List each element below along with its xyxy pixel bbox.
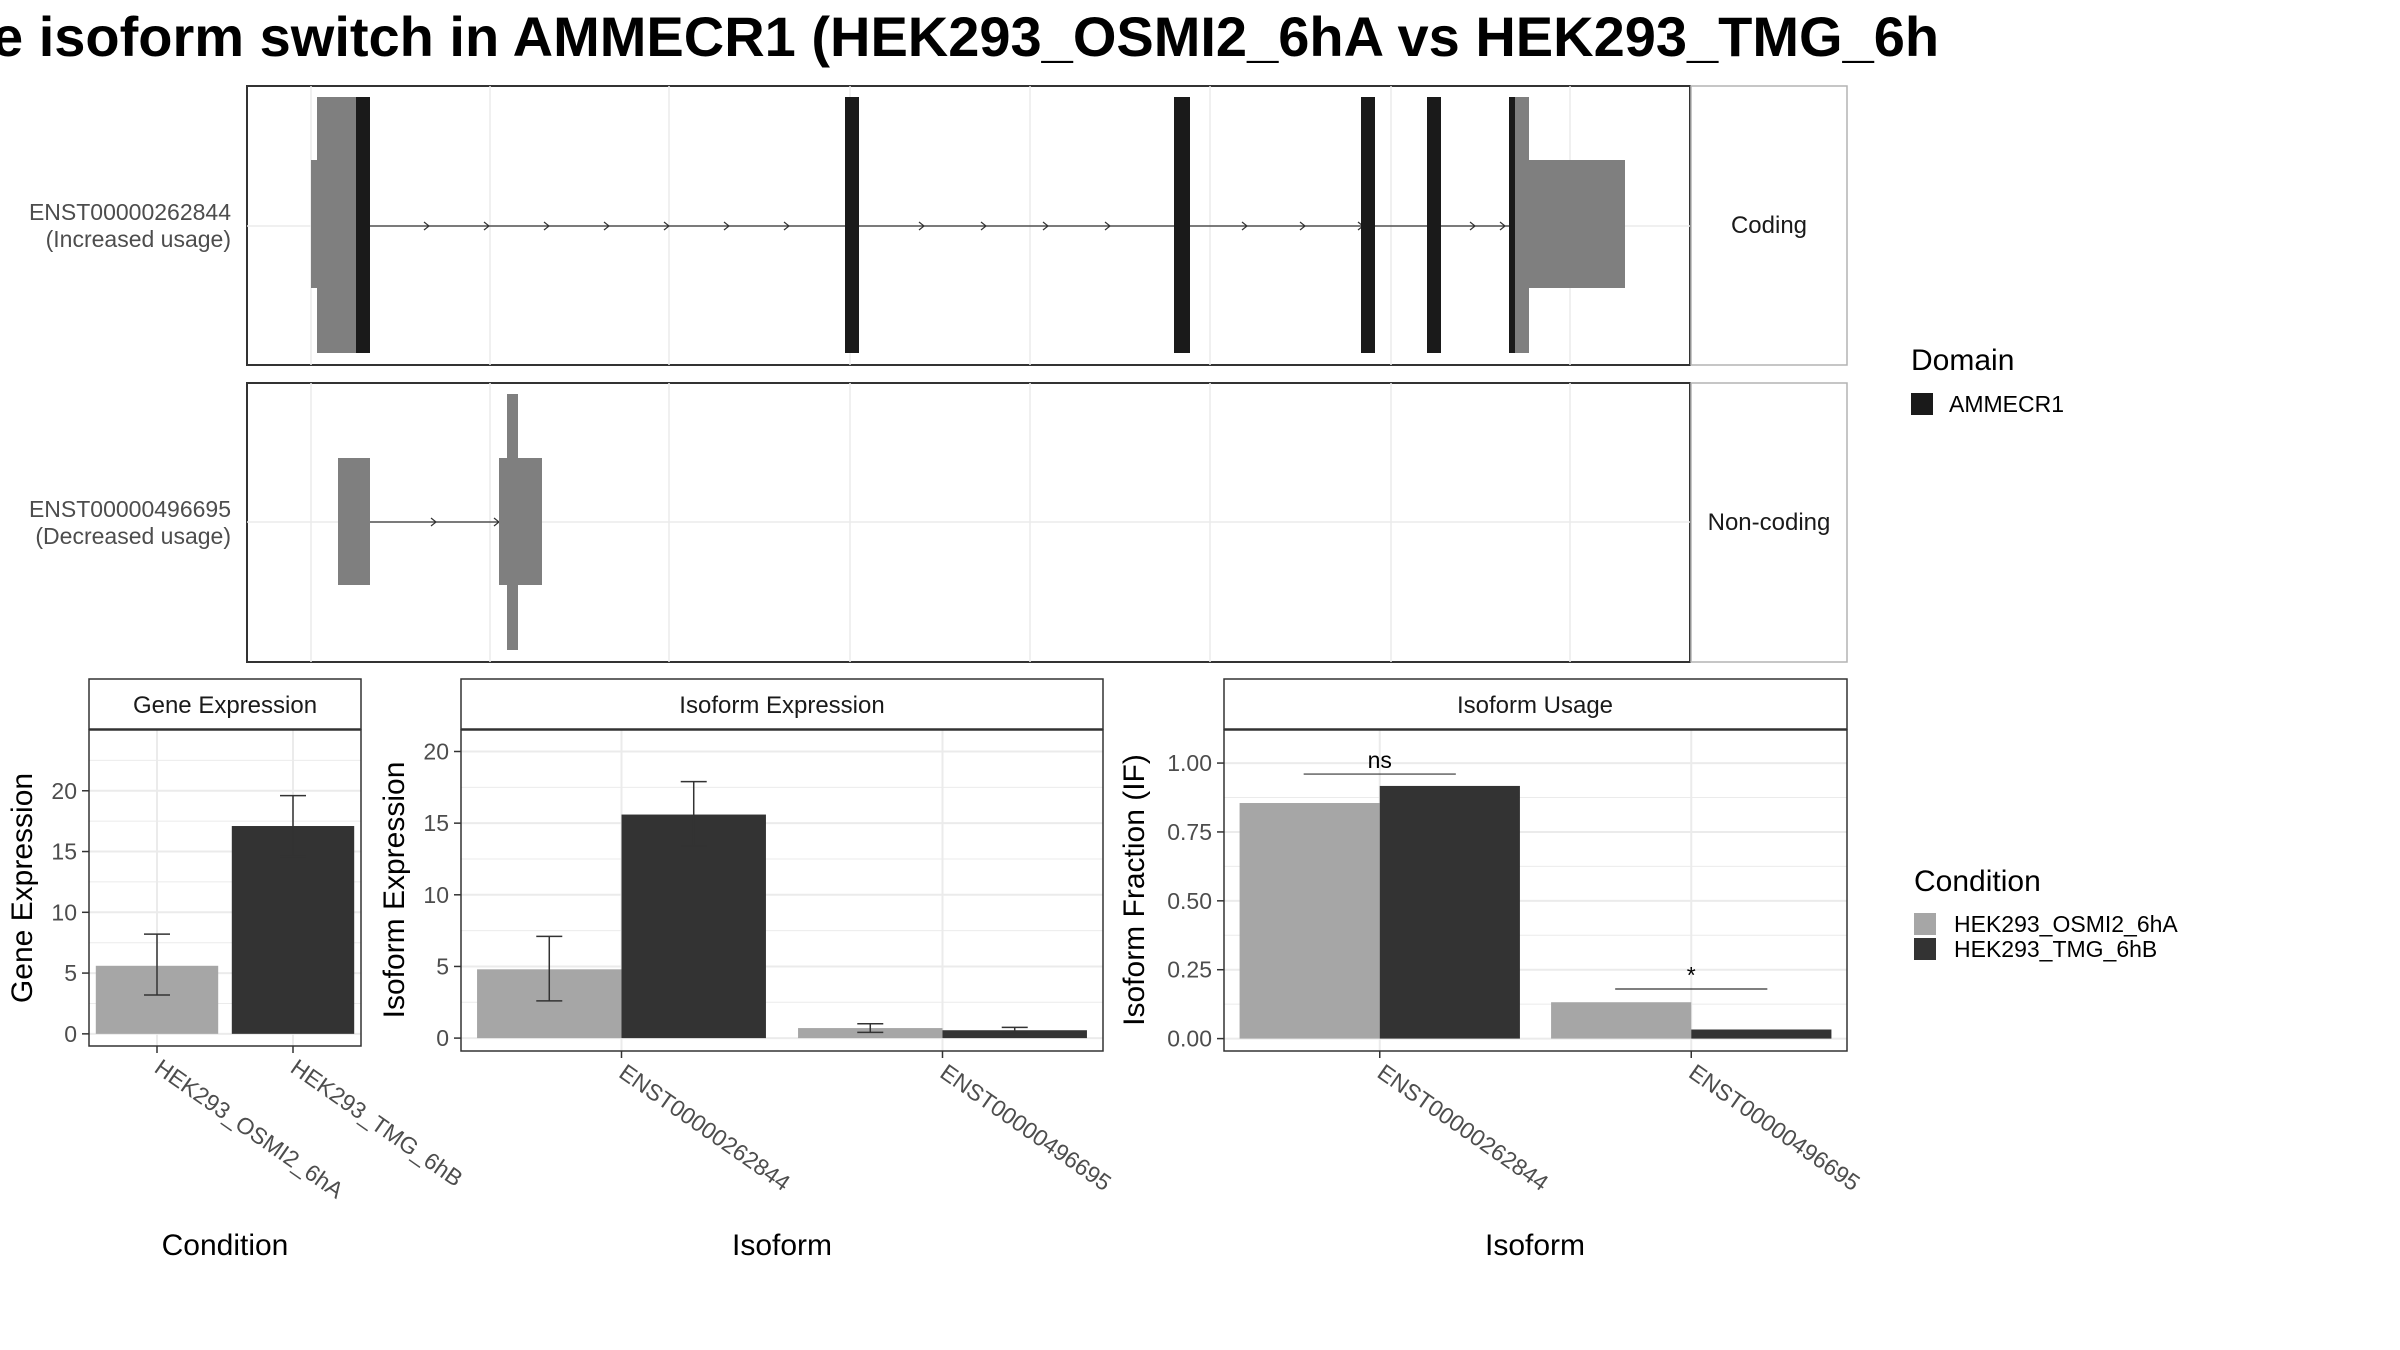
y-tick-label: 1.00	[1167, 750, 1212, 776]
domain-exon	[1427, 97, 1441, 353]
strip-gene-expression	[88, 678, 362, 730]
isoform-usage-chart: Isoform Usage ns * 0.00 0.25 0.50 0.75 1.00 E…	[1118, 678, 1865, 1262]
domain-legend-title: Domain	[1911, 344, 2014, 377]
structure-track-2: Non-coding ENST00000496695 (Decreased us…	[29, 382, 1848, 663]
y-tick-label: 0	[64, 1021, 77, 1047]
utr-exon	[311, 160, 318, 288]
significance-label: *	[1687, 962, 1696, 988]
domain-exon	[1361, 97, 1375, 353]
strip-label: Gene Expression	[133, 692, 317, 719]
y-tick-label: 10	[423, 882, 449, 908]
panel-border	[88, 729, 362, 1047]
exon-block	[499, 458, 542, 585]
strip-label-coding: Coding	[1731, 212, 1807, 239]
x-tick-label: ENST00000496695	[1684, 1059, 1864, 1196]
domain-exon	[845, 97, 859, 353]
panel-border	[460, 729, 1104, 1052]
strip-label-noncoding: Non-coding	[1708, 509, 1831, 536]
domain-legend-label: AMMECR1	[1949, 391, 2064, 417]
track-label-2: ENST00000496695	[29, 496, 231, 522]
y-tick-label: 20	[423, 738, 449, 764]
x-axis-title: Isoform	[732, 1229, 832, 1262]
bars	[95, 794, 355, 1034]
y-tick-label: 0.75	[1167, 819, 1212, 845]
x-tick-label: ENST00000496695	[936, 1059, 1116, 1196]
bar	[1239, 803, 1380, 1039]
y-tick-label: 0.50	[1167, 888, 1212, 914]
condition-legend-label-a: HEK293_OSMI2_6hA	[1954, 911, 2178, 937]
exon-block	[338, 458, 370, 585]
x-axis: ENST00000262844 ENST00000496695	[615, 1051, 1116, 1196]
structure-track-1: Coding ENST00000262844 (Increased usage)	[29, 85, 1848, 366]
y-tick-label: 20	[51, 778, 77, 804]
x-axis-title: Condition	[162, 1229, 289, 1262]
figure-title: e isoform switch in AMMECR1 (HEK293_OSMI…	[0, 5, 1939, 68]
y-tick-label: 15	[423, 810, 449, 836]
y-axis: 0.00 0.25 0.50 0.75 1.00	[1167, 750, 1224, 1052]
y-tick-label: 10	[51, 899, 77, 925]
gene-expression-chart: Gene Expression 0 5 10 15 20 HEK293_OSMI2_6h…	[6, 678, 468, 1262]
track-sublabel-2: (Decreased usage)	[35, 523, 231, 549]
bars: ns *	[1239, 747, 1832, 1039]
condition-legend-key-b	[1914, 938, 1936, 960]
strip-label: Isoform Usage	[1457, 692, 1613, 719]
y-tick-label: 5	[436, 953, 449, 979]
isoform-expression-chart: Isoform Expression 0 5 10 15 20 ENST00000262…	[378, 678, 1116, 1262]
x-axis-title: Isoform	[1485, 1229, 1585, 1262]
domain-exon	[1509, 97, 1515, 353]
domain-legend-key	[1911, 393, 1933, 415]
y-axis-title: Isoform Fraction (IF)	[1118, 754, 1151, 1026]
bars	[477, 780, 1087, 1039]
panel-border	[1223, 729, 1848, 1052]
strip-1	[1690, 85, 1848, 366]
intron-arrows-1	[423, 221, 1506, 231]
condition-legend-key-a	[1914, 913, 1936, 935]
y-tick-label: 0.25	[1167, 957, 1212, 983]
y-tick-label: 5	[64, 960, 77, 986]
condition-legend: Condition HEK293_OSMI2_6hA HEK293_TMG_6h…	[1914, 865, 2178, 962]
x-tick-label: ENST00000262844	[615, 1059, 796, 1196]
exon-block	[507, 394, 518, 650]
domain-legend: Domain AMMECR1	[1911, 344, 2064, 417]
bar	[1551, 1002, 1692, 1039]
track-sublabel-1: (Increased usage)	[46, 226, 231, 252]
significance-label: ns	[1368, 747, 1392, 773]
strip-2	[1690, 382, 1848, 663]
track-label-1: ENST00000262844	[29, 199, 231, 225]
y-tick-label: 0.00	[1167, 1026, 1212, 1052]
y-tick-label: 0	[436, 1025, 449, 1051]
strip-isoform-usage	[1223, 678, 1848, 730]
y-axis-title: Gene Expression	[6, 773, 39, 1003]
bar	[231, 826, 355, 1034]
condition-legend-title: Condition	[1914, 865, 2041, 898]
bar	[942, 1030, 1087, 1039]
strip-label: Isoform Expression	[679, 692, 884, 719]
y-tick-label: 15	[51, 839, 77, 865]
bar	[621, 814, 766, 1039]
bar	[1379, 785, 1520, 1039]
bar	[1691, 1029, 1832, 1039]
domain-exon	[356, 97, 370, 353]
strip-isoform-expression	[460, 678, 1104, 730]
y-axis-title: Isoform Expression	[378, 762, 411, 1019]
condition-legend-label-b: HEK293_TMG_6hB	[1954, 936, 2157, 962]
intron-arrow	[430, 517, 437, 527]
domain-exon	[1174, 97, 1190, 353]
x-tick-label: ENST00000262844	[1373, 1059, 1554, 1196]
y-axis: 0 5 10 15 20	[423, 738, 461, 1051]
y-axis: 0 5 10 15 20	[51, 778, 89, 1047]
exon-block	[317, 97, 357, 353]
utr-exon	[1529, 160, 1625, 288]
x-axis: ENST00000262844 ENST00000496695	[1373, 1051, 1865, 1196]
exon-block	[1515, 97, 1529, 353]
